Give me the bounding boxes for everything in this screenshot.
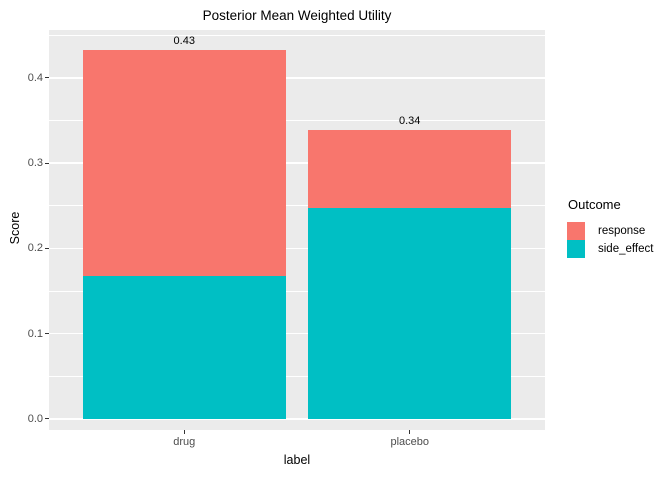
chart-title: Posterior Mean Weighted Utility: [202, 8, 392, 23]
y-tick-label: 0.3: [27, 157, 43, 170]
y-tick-label: 0.1: [27, 327, 43, 340]
legend-title: Outcome: [568, 197, 621, 212]
bar-total-label-drug: 0.43: [173, 35, 195, 48]
bar-segment-response-drug: [82, 49, 286, 276]
legend: Outcome response side_effect: [567, 197, 653, 258]
gridline-minor: [49, 375, 545, 377]
gridline-major: [49, 333, 545, 335]
gridline-major: [49, 77, 545, 79]
y-tick-label: 0.2: [27, 242, 43, 255]
legend-key-swatch-response: [567, 222, 585, 240]
gridline-major: [49, 162, 545, 164]
y-tick-mark: [45, 247, 49, 249]
bar-segment-side_effect-drug: [82, 275, 286, 419]
plot-panel: 0.43 0.34: [49, 30, 545, 430]
y-tick-mark: [45, 418, 49, 420]
x-tick-label-drug: drug: [173, 436, 196, 448]
y-tick-mark: [45, 333, 49, 335]
bar-total-label-placebo: 0.34: [399, 115, 421, 128]
x-axis-title: label: [283, 453, 311, 467]
bar-segment-side_effect-placebo: [308, 208, 512, 419]
legend-key-swatch-side_effect: [567, 240, 585, 258]
gridline-major: [49, 418, 545, 420]
bar-segment-response-placebo: [308, 129, 512, 209]
legend-item-label: response: [598, 225, 646, 237]
gridline-minor: [49, 34, 545, 36]
y-tick-mark: [45, 162, 49, 164]
gridline-minor: [49, 205, 545, 207]
y-axis-title: Score: [8, 211, 22, 245]
y-tick-mark: [45, 77, 49, 79]
legend-item-response: response: [567, 222, 653, 240]
legend-items: response side_effect: [567, 222, 653, 258]
gridline-minor: [49, 119, 545, 121]
x-tick-label-placebo: placebo: [390, 436, 429, 448]
x-tick-mark: [409, 430, 411, 434]
y-tick-label: 0.0: [27, 412, 43, 425]
x-tick-mark: [183, 430, 185, 434]
gridline-major: [49, 247, 545, 250]
legend-item-label: side_effect: [598, 243, 654, 255]
y-tick-label: 0.4: [27, 71, 43, 84]
legend-item-side_effect: side_effect: [567, 240, 653, 258]
gridline-minor: [49, 290, 545, 292]
